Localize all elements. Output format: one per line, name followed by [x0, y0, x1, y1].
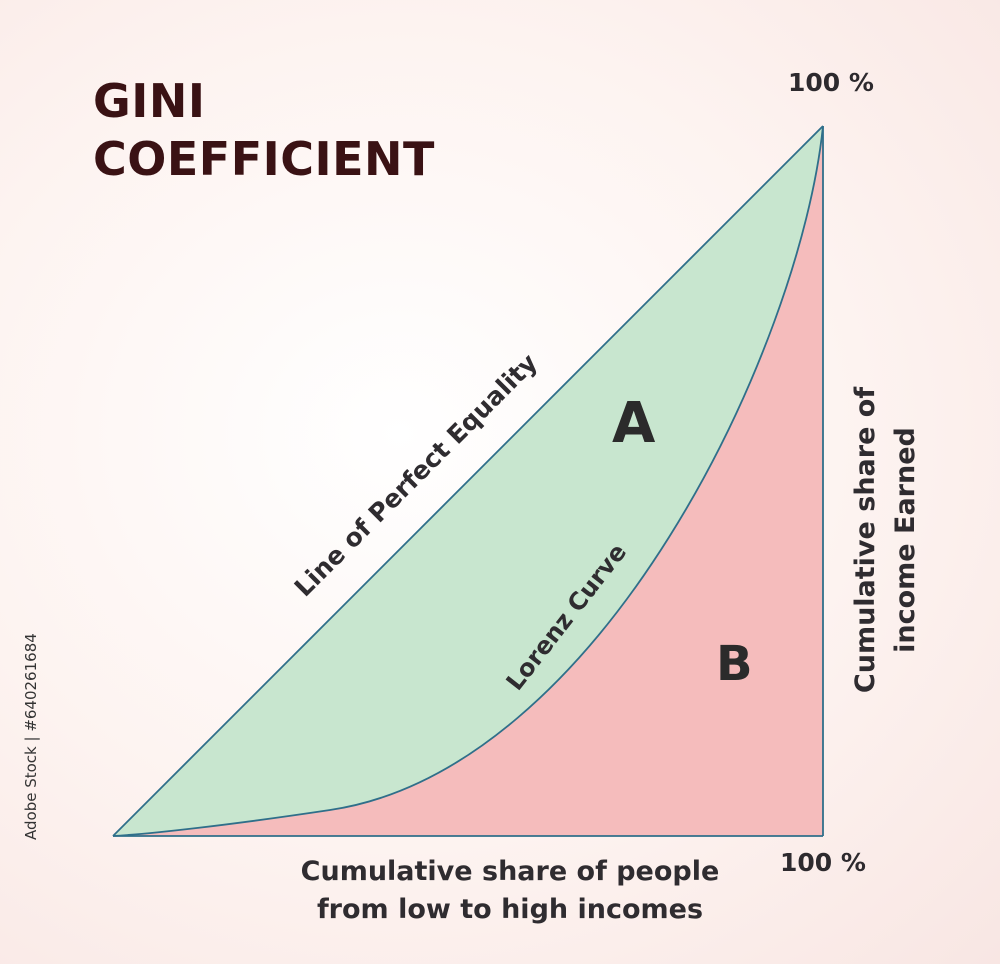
- top-percent-label: 100 %: [788, 68, 874, 97]
- page-title: GINI COEFFICIENT: [93, 72, 435, 188]
- region-b-label: B: [716, 636, 753, 692]
- title-line-2: COEFFICIENT: [93, 132, 435, 186]
- x-axis-label-line-2: from low to high incomes: [316, 894, 704, 925]
- stock-watermark-text: Adobe Stock | #640261684: [22, 633, 40, 840]
- region-a-label: A: [612, 391, 656, 456]
- right-percent-label: 100 %: [780, 848, 866, 877]
- y-axis-label-line-1: Cumulative share of: [850, 386, 881, 694]
- title-line-1: GINI: [93, 74, 206, 128]
- equality-line: [112, 125, 824, 837]
- y-axis-label-line-2: income Earned: [890, 427, 921, 653]
- region-b-area: [113, 126, 823, 836]
- lorenz-curve-line: [112, 125, 824, 837]
- y-axis-label: Cumulative share of income Earned: [846, 340, 926, 740]
- x-axis-label: Cumulative share of people from low to h…: [230, 853, 790, 929]
- x-axis-label-line-1: Cumulative share of people: [300, 856, 720, 887]
